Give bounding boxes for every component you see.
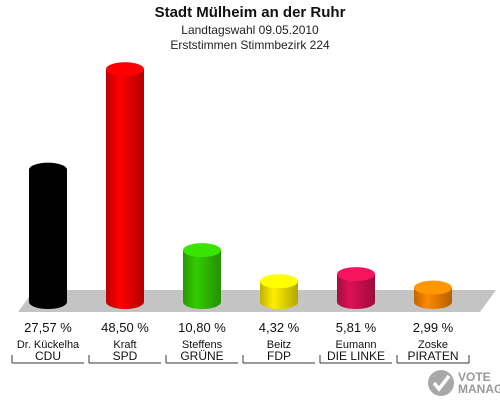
bar-top: [414, 280, 452, 295]
party-label: SPD: [113, 349, 138, 363]
value-label: 10,80 %: [178, 320, 226, 335]
bar-body: [29, 169, 67, 302]
value-label: 4,32 %: [259, 320, 300, 335]
bar-body: [106, 69, 144, 302]
value-label: 48,50 %: [101, 320, 149, 335]
value-label: 2,99 %: [413, 320, 454, 335]
bar-gr-ne: [183, 243, 221, 309]
votemanager-logo: VOTE MANAGER: [426, 368, 500, 400]
bar-fdp: [260, 274, 298, 309]
chart-title: Stadt Mülheim an der Ruhr: [154, 4, 346, 21]
party-label: FDP: [267, 349, 291, 363]
bar-top: [29, 162, 67, 177]
bar-base: [337, 295, 375, 309]
bar-base: [260, 295, 298, 309]
bar-base: [106, 295, 144, 309]
bar-base: [29, 295, 67, 309]
candidate-label: Dr. Kückelha: [17, 339, 80, 351]
chart-subtitle-district: Erststimmen Stimmbezirk 224: [170, 38, 330, 52]
bar-top: [260, 274, 298, 289]
party-label: CDU: [35, 349, 61, 363]
logo-line-vote: VOTE: [458, 370, 491, 384]
votemanager-mark-icon: [428, 370, 454, 396]
value-label: 5,81 %: [336, 320, 377, 335]
bar-top: [106, 62, 144, 77]
bar-top: [183, 243, 221, 258]
bar-top: [337, 267, 375, 282]
bar-die-linke: [337, 267, 375, 309]
candidate-label: Steffens: [182, 339, 223, 351]
bar-piraten: [414, 280, 452, 309]
logo-line-manager: MANAGER: [458, 382, 500, 396]
bar-base: [414, 295, 452, 309]
candidate-label: Eumann: [336, 339, 377, 351]
party-label: DIE LINKE: [327, 349, 385, 363]
candidate-label: Beitz: [267, 339, 291, 351]
bar-base: [183, 295, 221, 309]
candidate-label: Kraft: [113, 339, 136, 351]
candidate-label: Zoske: [418, 339, 448, 351]
bar-body: [183, 250, 221, 302]
bar-spd: [106, 62, 144, 309]
party-label: PIRATEN: [407, 349, 458, 363]
bar-cdu: [29, 162, 67, 309]
party-label: GRÜNE: [180, 349, 223, 363]
chart-subtitle-election: Landtagswahl 09.05.2010: [181, 23, 319, 37]
value-label: 27,57 %: [24, 320, 72, 335]
